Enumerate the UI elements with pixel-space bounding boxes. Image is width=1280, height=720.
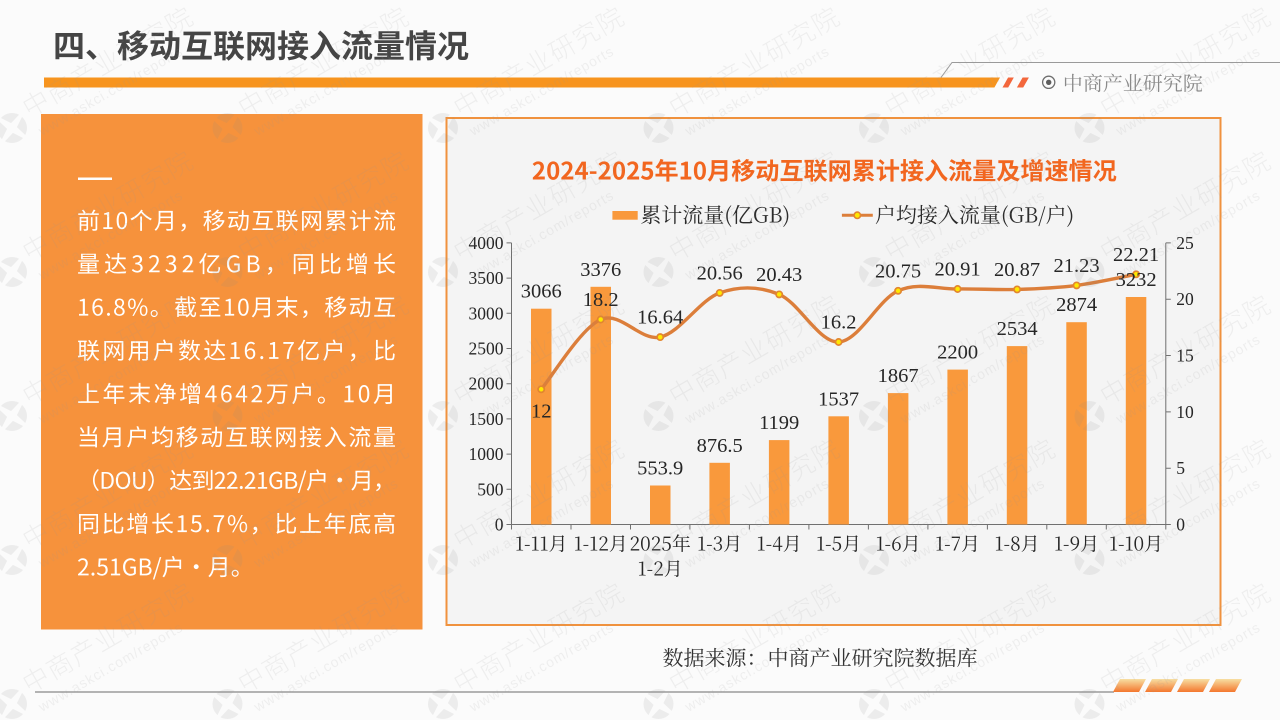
- svg-text:3066: 3066: [521, 281, 562, 303]
- svg-text:16.64: 16.64: [637, 307, 683, 329]
- svg-text:2874: 2874: [1056, 294, 1097, 316]
- svg-text:876.5: 876.5: [697, 435, 743, 457]
- svg-text:15: 15: [1176, 346, 1194, 366]
- svg-text:2500: 2500: [469, 339, 504, 359]
- svg-text:20.91: 20.91: [935, 259, 981, 281]
- svg-text:20: 20: [1176, 289, 1194, 309]
- svg-text:18.2: 18.2: [583, 289, 619, 311]
- svg-text:0: 0: [495, 515, 504, 535]
- svg-text:5: 5: [1176, 458, 1185, 478]
- svg-text:1537: 1537: [818, 388, 859, 410]
- svg-text:500: 500: [477, 479, 504, 499]
- svg-text:553.9: 553.9: [637, 458, 683, 480]
- svg-text:1000: 1000: [469, 444, 504, 464]
- svg-text:12: 12: [531, 400, 552, 422]
- svg-text:1867: 1867: [878, 365, 919, 387]
- svg-text:20.87: 20.87: [994, 259, 1040, 281]
- svg-text:3376: 3376: [580, 259, 621, 281]
- svg-text:16.2: 16.2: [821, 312, 857, 334]
- svg-text:1199: 1199: [759, 412, 799, 434]
- svg-text:10: 10: [1176, 402, 1194, 422]
- svg-text:3000: 3000: [469, 303, 504, 323]
- svg-text:2200: 2200: [937, 342, 978, 364]
- svg-text:20.43: 20.43: [756, 264, 802, 286]
